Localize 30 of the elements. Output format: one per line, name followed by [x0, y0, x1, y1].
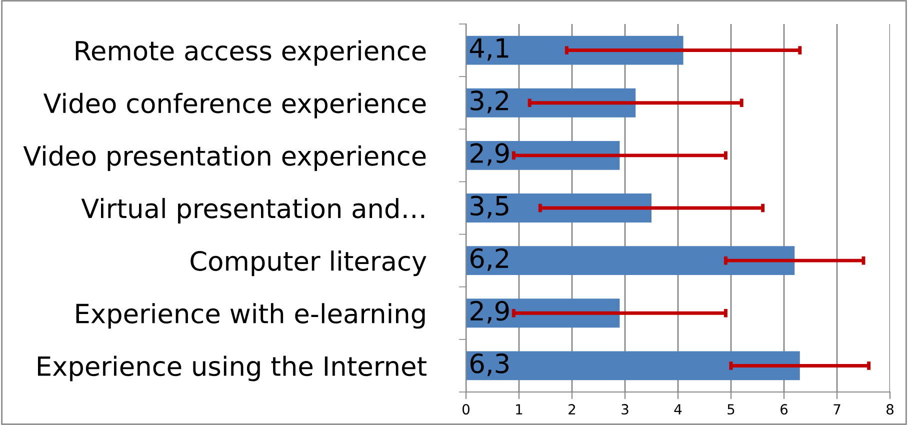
y-tick-label: Computer literacy — [190, 250, 426, 276]
data-label: 2,9 — [470, 143, 509, 166]
x-tick-label: 0 — [462, 404, 470, 415]
y-tick-label: Video conference experience — [43, 92, 426, 118]
y-tick-label: Remote access experience — [76, 40, 426, 66]
x-tick-label: 6 — [780, 404, 788, 415]
data-label: 6,2 — [470, 248, 508, 271]
bar — [466, 36, 684, 65]
data-label: 2,9 — [470, 300, 509, 324]
x-tick-label: 4 — [674, 404, 682, 414]
y-tick-label: Experience with e-learning — [76, 303, 425, 329]
data-label: 3,2 — [470, 90, 508, 114]
x-tick-label: 8 — [886, 404, 894, 415]
bar — [466, 194, 652, 222]
y-tick-label: Virtual presentation and… — [81, 198, 424, 224]
x-tick-label: 1 — [516, 404, 522, 414]
bar — [466, 351, 800, 380]
x-tick-label: 7 — [834, 404, 840, 414]
data-label: 6,3 — [470, 353, 508, 376]
bar — [466, 298, 620, 328]
x-tick-label: 3 — [622, 404, 628, 415]
data-label: 4,1 — [470, 38, 508, 61]
y-tick-label: Video presentation experience — [23, 145, 426, 171]
x-tick-label: 5 — [728, 404, 734, 415]
bar — [466, 88, 636, 118]
bar — [466, 246, 795, 276]
bar — [466, 140, 620, 170]
y-tick-label: Experience using the Internet — [38, 356, 426, 382]
data-label: 3,5 — [470, 196, 508, 218]
x-tick-label: 2 — [568, 404, 576, 414]
